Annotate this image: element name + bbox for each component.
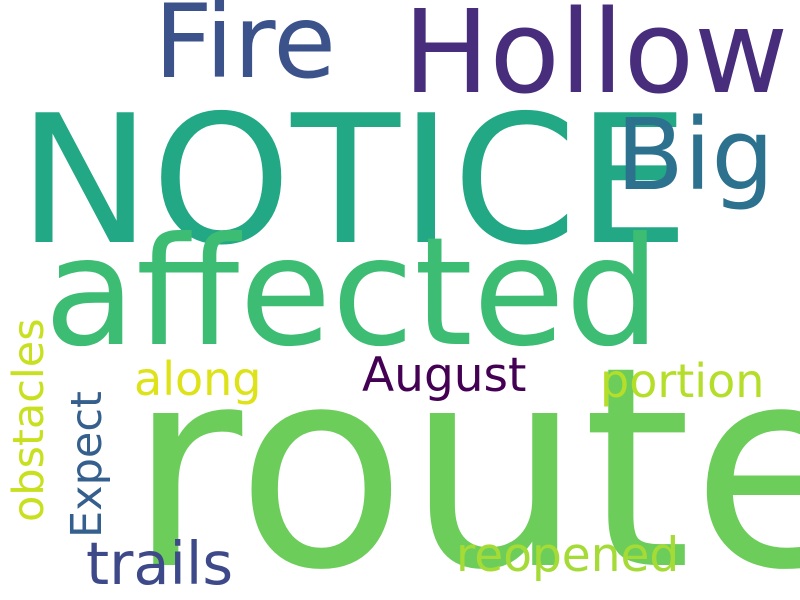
- word-august: August: [362, 348, 527, 403]
- word-expect: Expect: [62, 391, 112, 538]
- word-fire: Fire: [154, 0, 337, 102]
- word-hollow: Hollow: [403, 0, 789, 120]
- word-route: route: [128, 307, 800, 600]
- word-notice: NOTICE: [18, 77, 690, 284]
- word-portion: portion: [600, 354, 765, 408]
- word-trails: trails: [86, 529, 234, 598]
- word-big: Big: [616, 98, 775, 213]
- word-obstacles: obstacles: [4, 318, 54, 522]
- word-reopened: reopened: [456, 528, 680, 583]
- word-along: along: [134, 352, 262, 406]
- word-affected: affected: [44, 206, 661, 380]
